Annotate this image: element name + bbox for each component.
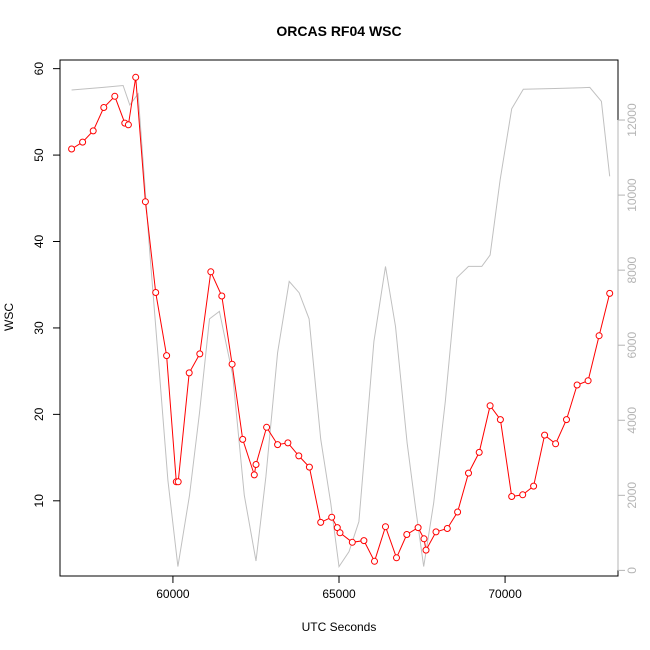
y2-tick-label: 4000 — [625, 407, 639, 434]
data-point — [360, 537, 368, 545]
data-point — [414, 524, 422, 532]
y-tick-label: 10 — [32, 494, 46, 508]
data-point — [422, 546, 430, 554]
data-point — [573, 381, 581, 389]
data-point — [530, 482, 538, 490]
y2-tick-label: 0 — [625, 567, 639, 574]
data-point — [124, 121, 132, 129]
data-point — [519, 491, 527, 499]
data-point — [284, 439, 292, 447]
data-point — [432, 528, 440, 536]
data-point — [239, 435, 247, 443]
data-point — [305, 463, 313, 471]
data-point — [454, 508, 462, 516]
data-point — [100, 104, 108, 111]
data-point — [68, 145, 76, 153]
y-tick-label: 20 — [32, 407, 46, 421]
data-point — [393, 554, 400, 562]
y-tick-label: 40 — [32, 235, 46, 249]
x-axis: 60000 65000 70000 — [156, 575, 522, 601]
data-point — [163, 352, 171, 360]
data-point — [606, 289, 614, 297]
y-tick-label: 60 — [32, 62, 46, 76]
data-point — [584, 377, 592, 385]
data-point — [152, 289, 160, 296]
data-point — [508, 493, 516, 500]
data-point — [218, 292, 226, 300]
data-point — [465, 469, 472, 477]
y2-tick-label: 12000 — [625, 103, 639, 137]
data-point — [79, 138, 87, 146]
data-point — [295, 452, 303, 460]
data-point — [541, 431, 549, 439]
data-point — [274, 441, 282, 449]
data-point — [207, 268, 215, 276]
data-point — [250, 471, 258, 479]
data-point — [563, 416, 570, 424]
y2-tick-label: 2000 — [625, 482, 639, 509]
series-line-wsc — [71, 77, 611, 563]
x-tick-label: 60000 — [156, 587, 190, 601]
data-point — [317, 518, 325, 526]
y-axis-left: 10 20 30 40 50 60 — [32, 62, 61, 508]
x-tick-label: 70000 — [488, 587, 522, 601]
data-point — [252, 461, 260, 468]
data-point — [420, 535, 428, 543]
data-point — [336, 529, 344, 537]
y-axis-right: 0 2000 4000 6000 8000 10000 12000 — [617, 103, 639, 574]
chart-title: ORCAS RF04 WSC — [276, 23, 401, 39]
data-point — [595, 332, 603, 340]
y-axis-label: WSC — [2, 303, 16, 331]
data-point — [111, 92, 119, 100]
y2-tick-label: 6000 — [625, 332, 639, 359]
data-point — [403, 531, 411, 538]
x-tick-label: 65000 — [322, 587, 356, 601]
data-point — [348, 538, 356, 546]
data-point — [228, 360, 236, 368]
series-layer — [68, 73, 614, 568]
data-point — [174, 478, 182, 486]
data-point — [196, 350, 204, 358]
y2-tick-label: 10000 — [625, 178, 639, 212]
data-point — [443, 525, 451, 532]
data-point — [185, 369, 193, 377]
series-line-secondary — [71, 84, 611, 568]
data-point — [552, 440, 560, 448]
data-point — [475, 448, 483, 456]
y-tick-label: 30 — [32, 321, 46, 335]
data-point — [328, 513, 336, 521]
y2-tick-label: 8000 — [625, 256, 639, 283]
data-point — [132, 73, 140, 81]
data-point — [371, 557, 378, 565]
data-point — [496, 416, 504, 424]
data-point — [89, 127, 97, 135]
data-point — [486, 402, 494, 410]
data-point — [382, 523, 389, 531]
y-tick-label: 50 — [32, 148, 46, 162]
x-axis-label: UTC Seconds — [302, 620, 377, 634]
data-point — [141, 198, 149, 206]
data-point — [263, 423, 271, 431]
